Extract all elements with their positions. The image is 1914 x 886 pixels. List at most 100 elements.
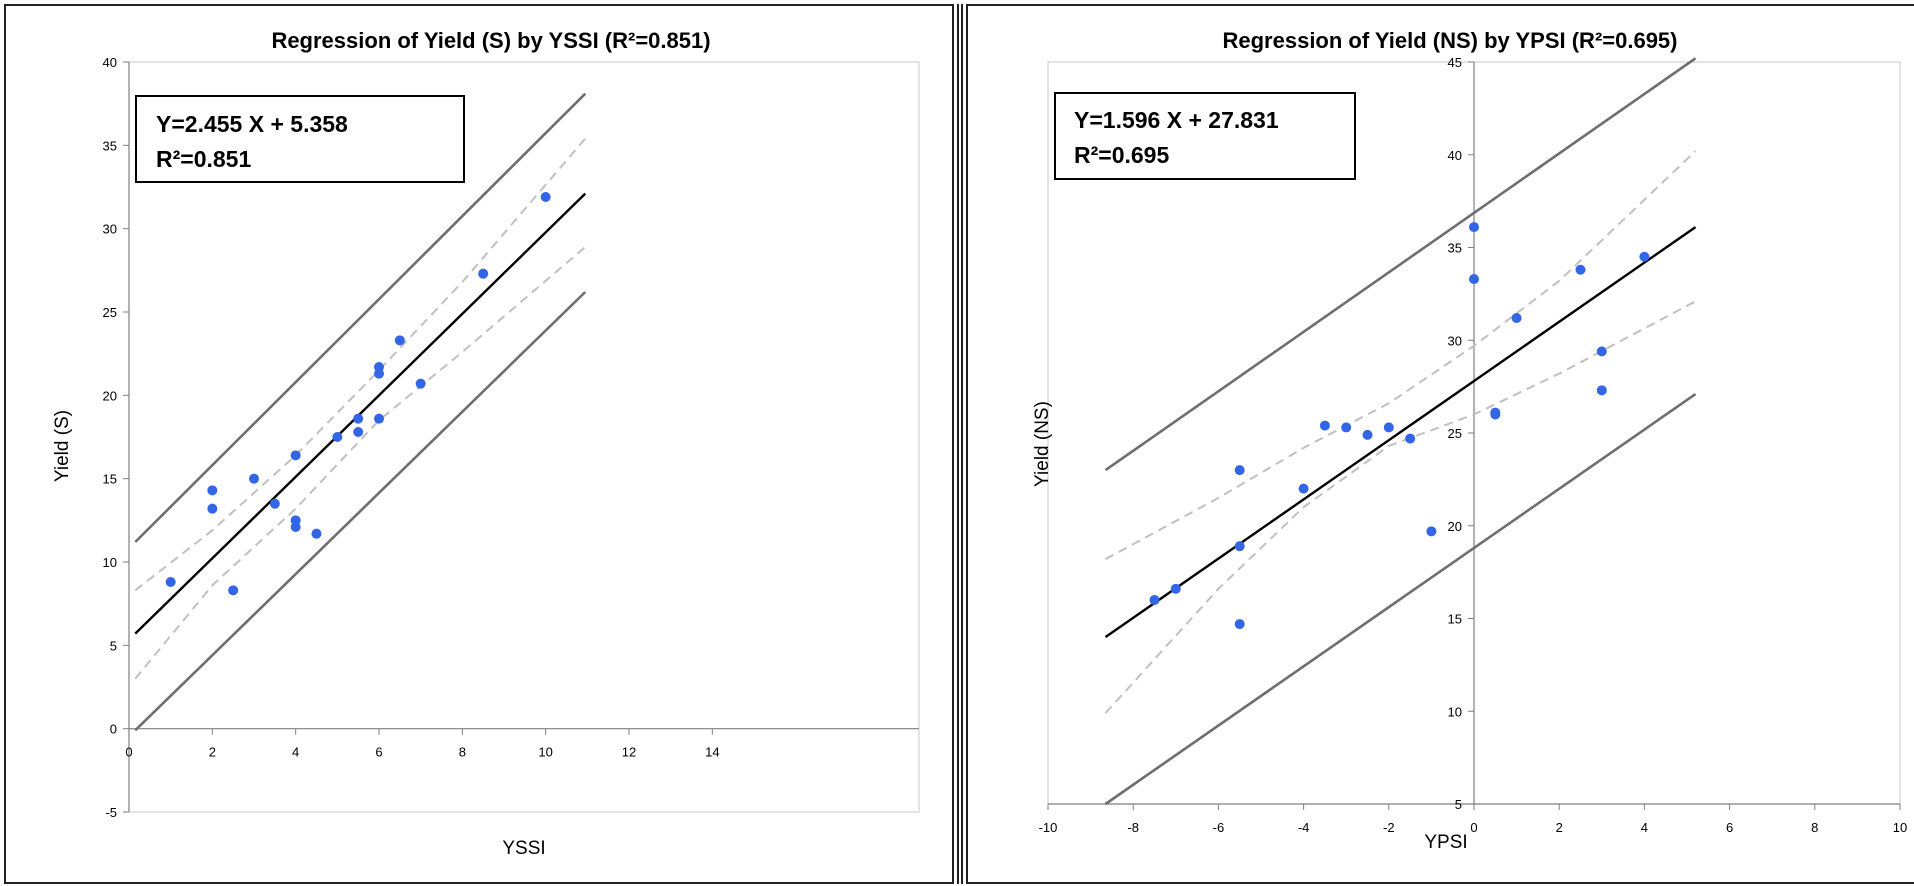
data-point: [290, 450, 301, 461]
data-point: [353, 427, 364, 437]
data-point: [374, 368, 384, 379]
y-tick-label: 30: [1448, 333, 1462, 348]
equation-box: [135, 95, 465, 183]
regression-line: [134, 192, 587, 635]
y-tick-label: 35: [1448, 241, 1462, 256]
y-tick-label: 10: [103, 555, 117, 570]
y-tick-label: 5: [110, 638, 117, 653]
x-tick-label: 12: [622, 745, 636, 760]
y-tick-label: 0: [110, 722, 117, 737]
y-tick-label: 45: [1448, 55, 1462, 70]
x-tick-label: 4: [292, 745, 299, 760]
y-axis-label: Yield (NS): [1032, 401, 1053, 487]
equation-text: Y=1.596 X + 27.831: [1074, 107, 1279, 133]
x-tick-label: 14: [705, 745, 719, 760]
x-axis-label: YPSI: [1424, 832, 1467, 853]
x-tick-label: 10: [538, 745, 552, 760]
data-point: [1234, 619, 1245, 630]
equation-box: [1054, 92, 1356, 180]
chart-right: Regression of Yield (NS) by YPSI (R²=0.6…: [1032, 28, 1908, 853]
r-squared-text: R²=0.851: [156, 146, 251, 172]
data-point: [1511, 312, 1522, 323]
x-tick-label: 2: [209, 745, 216, 760]
data-point: [540, 192, 551, 202]
chart-panel-left: Regression of Yield (S) by YSSI (R²=0.85…: [4, 4, 954, 884]
data-point: [374, 413, 384, 424]
y-tick-label: 35: [103, 138, 117, 153]
y-tick-label: 10: [1448, 704, 1462, 719]
plot-layer: 0 2 4 6 8 10 12 14 -5 0 5 10 15 20 25 30 35 40: [103, 55, 919, 820]
x-tick-label: 10: [1893, 820, 1907, 835]
x-tick-label: 6: [1726, 820, 1733, 835]
data-point: [165, 577, 176, 587]
data-point: [332, 432, 343, 442]
data-point: [1469, 222, 1479, 233]
data-point: [207, 503, 218, 514]
data-point: [1362, 429, 1373, 440]
data-point: [1575, 264, 1586, 275]
y-tick-label: 20: [103, 388, 117, 403]
y-tick-label: 40: [103, 55, 117, 70]
data-point: [1298, 483, 1309, 494]
confidence-lower-line: [134, 246, 586, 680]
chart-title: Regression of Yield (NS) by YPSI (R²=0.6…: [1222, 28, 1677, 53]
data-point: [228, 585, 239, 596]
y-tick-label: 20: [1448, 519, 1462, 534]
data-point: [1319, 420, 1330, 431]
data-point: [1234, 541, 1245, 552]
data-point: [1383, 422, 1394, 433]
x-tick-label: -2: [1383, 820, 1395, 835]
chart-panel-right: Regression of Yield (NS) by YPSI (R²=0.6…: [966, 4, 1914, 884]
x-tick-label: -4: [1298, 820, 1310, 835]
y-axis-label: Yield (S): [52, 410, 73, 482]
chart-left: Regression of Yield (S) by YSSI (R²=0.85…: [52, 28, 920, 859]
data-point: [249, 473, 259, 484]
prediction-lower-line: [134, 291, 587, 732]
x-tick-label: 6: [375, 745, 382, 760]
data-point: [1234, 465, 1245, 476]
x-tick-label: 8: [1811, 820, 1818, 835]
data-point: [269, 498, 280, 509]
r-squared-text: R²=0.695: [1074, 142, 1169, 168]
data-point: [1490, 409, 1501, 420]
chart-title: Regression of Yield (S) by YSSI (R²=0.85…: [271, 28, 710, 53]
y-tick-label: 25: [103, 305, 117, 320]
data-point: [1170, 583, 1181, 594]
x-tick-label: 0: [1470, 820, 1477, 835]
x-axis-label: YSSI: [502, 838, 545, 859]
regression-line: [1104, 226, 1697, 639]
x-tick-label: -6: [1213, 820, 1225, 835]
data-point: [1639, 251, 1650, 262]
data-point: [1426, 526, 1437, 537]
prediction-upper-line: [134, 92, 587, 543]
confidence-upper-line: [134, 138, 587, 592]
data-point: [353, 413, 364, 424]
confidence-upper-line: [1105, 150, 1697, 561]
data-point: [394, 335, 405, 346]
prediction-lower-line: [1104, 392, 1697, 806]
data-point: [311, 528, 322, 539]
data-point: [415, 378, 426, 389]
data-point: [207, 485, 218, 496]
prediction-upper-line: [1104, 57, 1697, 472]
equation-text: Y=2.455 X + 5.358: [156, 111, 348, 137]
confidence-lower-line: [1104, 300, 1696, 714]
data-point: [1405, 433, 1416, 444]
x-tick-label: 0: [125, 745, 132, 760]
y-tick-label: 5: [1455, 797, 1462, 812]
y-tick-label: 40: [1448, 148, 1462, 163]
x-tick-label: 8: [459, 745, 466, 760]
y-tick-label: 15: [1448, 612, 1462, 627]
data-point: [1596, 385, 1607, 396]
x-tick-label: 4: [1641, 820, 1648, 835]
x-tick-label: -8: [1127, 820, 1139, 835]
y-tick-label: -5: [105, 805, 117, 820]
data-point: [1341, 422, 1352, 433]
y-tick-label: 15: [103, 472, 117, 487]
plot-layer: -10 -8 -6 -4 -2 0 2 4 6 8 10 5 10 15 20 25 30 35 40 45: [1039, 55, 1908, 835]
data-point: [478, 268, 489, 279]
data-point: [1149, 594, 1160, 605]
y-tick-label: 30: [103, 222, 117, 237]
data-point: [290, 522, 301, 532]
data-point: [1596, 346, 1607, 357]
